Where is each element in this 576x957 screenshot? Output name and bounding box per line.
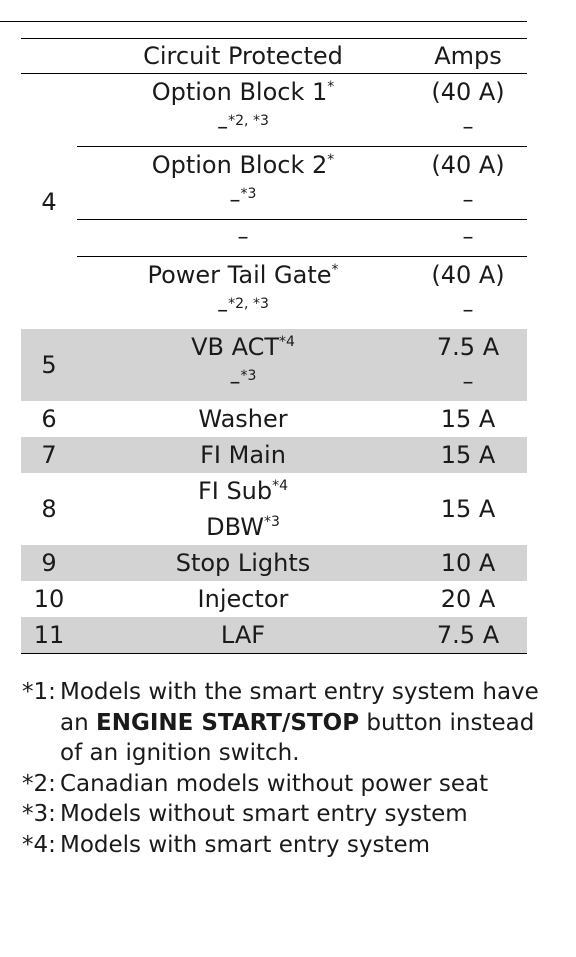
circuit-name-alt: – (217, 115, 229, 140)
footnote-key: *2: (22, 770, 56, 797)
circuit-name-alt: DBW (206, 513, 264, 541)
circuit-name: LAF (77, 617, 409, 654)
fuse-number: 6 (41, 405, 57, 433)
amps-value: 10 A (409, 545, 527, 581)
circuit-cell: Option Block 2* –*3 (77, 146, 409, 220)
amps-cell: (40 A) – (409, 256, 527, 329)
circuit-name: – (237, 225, 249, 250)
footnote-ref: * (327, 152, 335, 168)
engine-start-stop-label: ENGINE START/STOP (95, 709, 360, 736)
fuse-number: 10 (33, 585, 65, 613)
circuit-cell: – (77, 219, 409, 257)
amps-cell: (40 A) – (409, 146, 527, 220)
amps-value: (40 A) (431, 261, 505, 289)
circuit-cell: Option Block 1* –*2, *3 (77, 74, 409, 147)
amps-value-alt: – (462, 115, 474, 140)
circuit-name-alt: – (217, 298, 229, 323)
table-row: 7 FI Main 15 A (21, 437, 527, 473)
table-header-row: Circuit Protected Amps (21, 38, 527, 74)
circuit-name: VB ACT (191, 333, 279, 361)
fuse-number: 8 (41, 495, 57, 523)
footnote-item: *4: Models with smart entry system (22, 830, 542, 861)
amps-value-alt: – (462, 188, 474, 213)
circuit-name-alt: – (229, 370, 241, 395)
footnote-ref: *3 (240, 186, 257, 202)
footnote-text: Models with smart entry system (60, 831, 430, 858)
footnote-text-part: button instead of an ignition switch. (60, 709, 535, 767)
fuse-table: Circuit Protected Amps 4 Option Block 1*… (21, 38, 527, 654)
amps-value: (40 A) (431, 151, 505, 179)
circuit-name: Stop Lights (77, 545, 409, 581)
footnote-key: *3: (22, 801, 56, 827)
fuse-number: 11 (21, 617, 77, 654)
amps-value: 15 A (440, 495, 496, 523)
footnote-ref: *2, *3 (228, 296, 269, 312)
circuit-name-alt: – (229, 188, 241, 213)
circuit-name: FI Sub (197, 477, 273, 505)
footnote-ref: *4 (272, 478, 289, 494)
amps-value: 7.5 A (409, 617, 527, 654)
header-number (21, 38, 77, 74)
header-amps: Amps (409, 38, 527, 74)
circuit-name: FI Main (77, 437, 409, 473)
table-row: 4 Option Block 1* –*2, *3 (40 A) – (21, 74, 527, 216)
amps-value: – (462, 225, 474, 250)
footnote-ref: *3 (263, 514, 280, 530)
circuit-name: Injector (197, 585, 289, 613)
header-circuit: Circuit Protected (77, 38, 409, 74)
amps-cell: – (409, 219, 527, 257)
table-row: Option Block 2* –*3 (40 A) – (21, 146, 527, 220)
table-row: 6 Washer 15 A (21, 401, 527, 437)
footnote-key: *4: (22, 831, 56, 858)
fuse-number: 9 (21, 545, 77, 581)
amps-cell: (40 A) – (409, 74, 527, 147)
footnote-item: *3: Models without smart entry system (22, 799, 542, 830)
amps-value: 7.5 A (436, 333, 500, 361)
top-rule (0, 21, 527, 22)
footnote-ref: *2, *3 (228, 113, 269, 129)
footnote-ref: * (331, 262, 339, 278)
circuit-name: Option Block 1 (151, 78, 328, 106)
amps-cell: 7.5 A – (409, 329, 527, 401)
circuit-name: Option Block 2 (151, 151, 328, 179)
table-row: 8 FI Sub*4 DBW*3 15 A (21, 473, 527, 545)
footnotes: *1: Models with the smart entry system h… (22, 677, 542, 860)
circuit-cell: VB ACT*4 –*3 (77, 329, 409, 401)
footnote-text: Canadian models without power seat (60, 770, 489, 797)
amps-value: 15 A (409, 437, 527, 473)
fuse-number: 4 (41, 187, 57, 216)
table-row: 5 VB ACT*4 –*3 7.5 A – (21, 329, 527, 401)
footnote-ref: * (327, 79, 335, 95)
circuit-name: Washer (198, 405, 288, 433)
amps-value-alt: – (462, 298, 474, 323)
footnote-ref: *4 (279, 334, 295, 350)
footnote-item: *2: Canadian models without power seat (22, 769, 542, 800)
circuit-name: Power Tail Gate (147, 261, 332, 289)
amps-value-alt: – (462, 370, 474, 395)
table-row: Power Tail Gate* –*2, *3 (40 A) – (21, 256, 527, 329)
footnote-text: Models without smart entry system (60, 801, 468, 827)
table-row: 11 LAF 7.5 A (21, 617, 527, 654)
amps-value: (40 A) (431, 78, 505, 106)
fuse-number: 5 (21, 329, 77, 401)
amps-value: 15 A (440, 405, 496, 433)
circuit-cell: FI Sub*4 DBW*3 (77, 473, 409, 545)
footnote-text: Models with the smart entry system have … (60, 677, 542, 769)
table-row: 9 Stop Lights 10 A (21, 545, 527, 581)
footnote-ref: *3 (240, 368, 257, 384)
footnote-key: *1: (22, 679, 56, 705)
amps-value: 20 A (440, 585, 496, 613)
fuse-number: 7 (21, 437, 77, 473)
table-row: – – (21, 219, 527, 257)
table-row: 10 Injector 20 A (21, 581, 527, 617)
footnote-item: *1: Models with the smart entry system h… (22, 677, 542, 769)
circuit-cell: Power Tail Gate* –*2, *3 (77, 256, 409, 329)
footnote-text-part: Models with the smart entry system have … (60, 679, 539, 736)
